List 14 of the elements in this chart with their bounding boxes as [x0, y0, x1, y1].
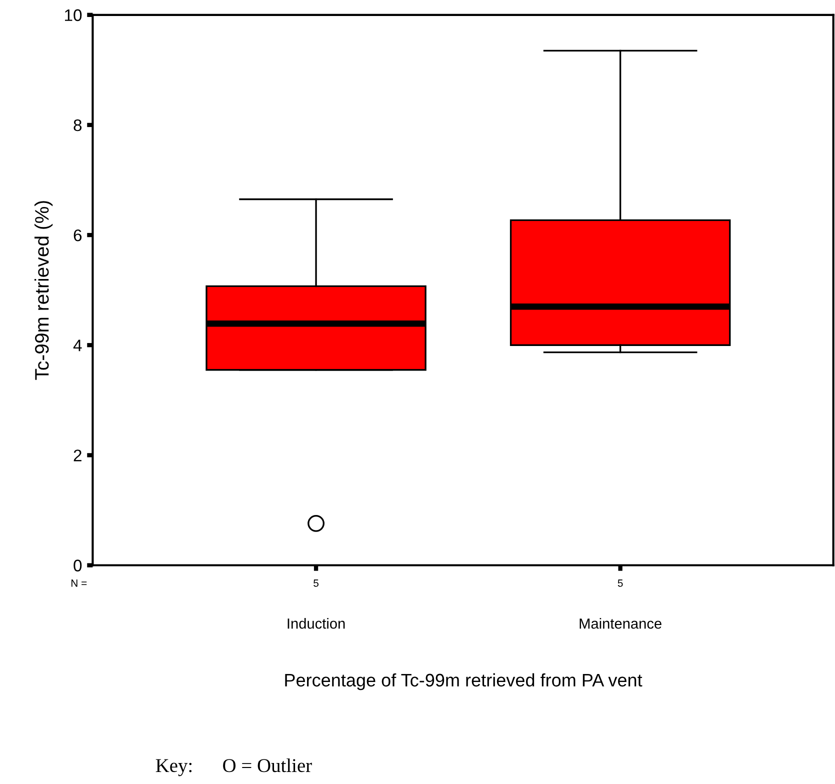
text: N = [71, 580, 87, 587]
y-tick-label: 6 [74, 229, 82, 242]
x-tick-label: Induction [288, 618, 345, 629]
x-tick-label: Maintenance [580, 618, 662, 629]
text: Key: O = Outlier [156, 758, 312, 776]
annotation: 5 [618, 580, 623, 587]
x-axis-title: Percentage of Tc-99m retrieved from PA vent [285, 673, 642, 690]
y-axis-title: Tc-99m retrieved (%) [34, 201, 53, 380]
y-tick-label: 8 [74, 119, 82, 132]
y-tick-label: 2 [74, 450, 82, 462]
y-tick-label: 10 [65, 9, 82, 22]
y-tick-label: 4 [73, 340, 82, 352]
annotation: 5 [314, 580, 318, 587]
y-tick-label: 0 [74, 560, 82, 572]
